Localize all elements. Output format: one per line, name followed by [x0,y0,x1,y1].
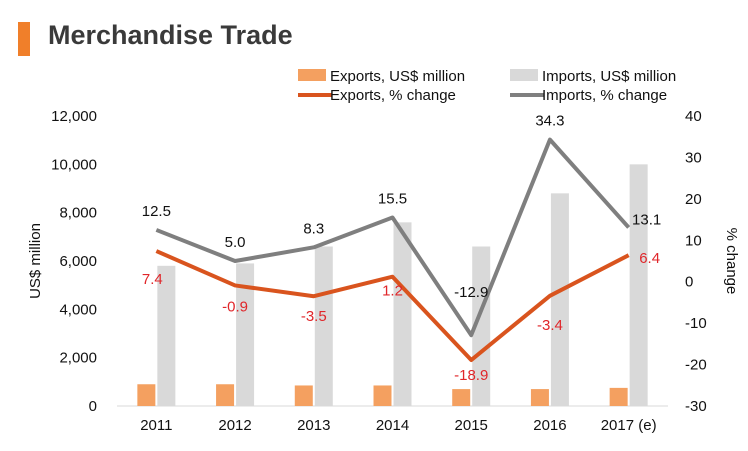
x-tick-label: 2012 [218,417,251,434]
y-tick-label: 2,000 [59,350,97,367]
x-tick-label: 2011 [140,417,172,434]
y2-tick-label: 0 [685,274,693,291]
exports-pct-label: -3.4 [537,317,563,334]
x-tick-label: 2017 (e) [601,417,657,434]
exports-pct-label: 1.2 [382,283,403,300]
imports-pct-line [155,137,631,338]
exports-pct-label: -3.5 [301,308,327,325]
legend-label: Imports, % change [542,87,667,104]
imports-bar [550,193,569,406]
x-tick-label: 2016 [533,417,566,434]
imports-bar [393,222,412,406]
imports-pct-label: 8.3 [303,220,324,237]
x-tick-label: 2014 [376,417,409,434]
y2-tick-label: -20 [685,357,707,374]
exports-pct-label: 7.4 [142,271,163,288]
y2-tick-label: 10 [685,232,702,249]
chart-title: Merchandise Trade [48,20,293,50]
y2-tick-label: 40 [685,108,702,125]
imports-pct-label: -12.9 [454,284,488,301]
x-tick-label: 2015 [455,417,488,434]
y-tick-label: 4,000 [59,301,97,318]
exports-pct-label: -0.9 [222,298,248,315]
y-tick-label: 0 [89,398,97,415]
y-tick-label: 6,000 [59,253,97,270]
exports-bar [530,389,549,406]
exports-bar [216,384,235,406]
imports-pct-label: 34.3 [535,113,564,130]
exports-bar [137,384,156,406]
exports-bar [294,385,313,406]
exports-pct-label: -18.9 [454,367,488,384]
legend-label: Exports, US$ million [330,68,465,85]
legend-swatch [510,69,538,81]
y-tick-label: 12,000 [51,108,97,125]
legend-swatch [298,69,326,81]
legend-label: Imports, US$ million [542,68,676,85]
exports-bar [609,387,628,406]
y-axis-title: US$ million [27,223,44,299]
y2-axis-title: % change [723,228,740,295]
y-tick-label: 8,000 [59,205,97,222]
y2-tick-label: 20 [685,191,702,208]
imports-bar [157,265,176,406]
imports-pct-label: 5.0 [225,234,246,251]
exports-bar [452,389,471,406]
imports-pct-label: 15.5 [378,191,407,208]
y2-tick-label: 30 [685,149,702,166]
x-tick-label: 2013 [297,417,330,434]
y2-tick-label: -30 [685,398,707,415]
imports-pct-label: 12.5 [142,203,171,220]
imports-pct-label: 13.1 [632,211,661,228]
imports-bar [472,246,491,406]
legend-label: Exports, % change [330,87,456,104]
imports-bar [314,246,333,406]
exports-pct-label: 6.4 [639,250,660,267]
imports-bar [629,164,648,406]
exports-pct-line [155,249,630,363]
imports-bar [236,263,255,406]
title-accent-bar [18,22,30,56]
exports-bar [373,385,392,406]
y2-tick-label: -10 [685,315,707,332]
y-tick-label: 10,000 [51,156,97,173]
